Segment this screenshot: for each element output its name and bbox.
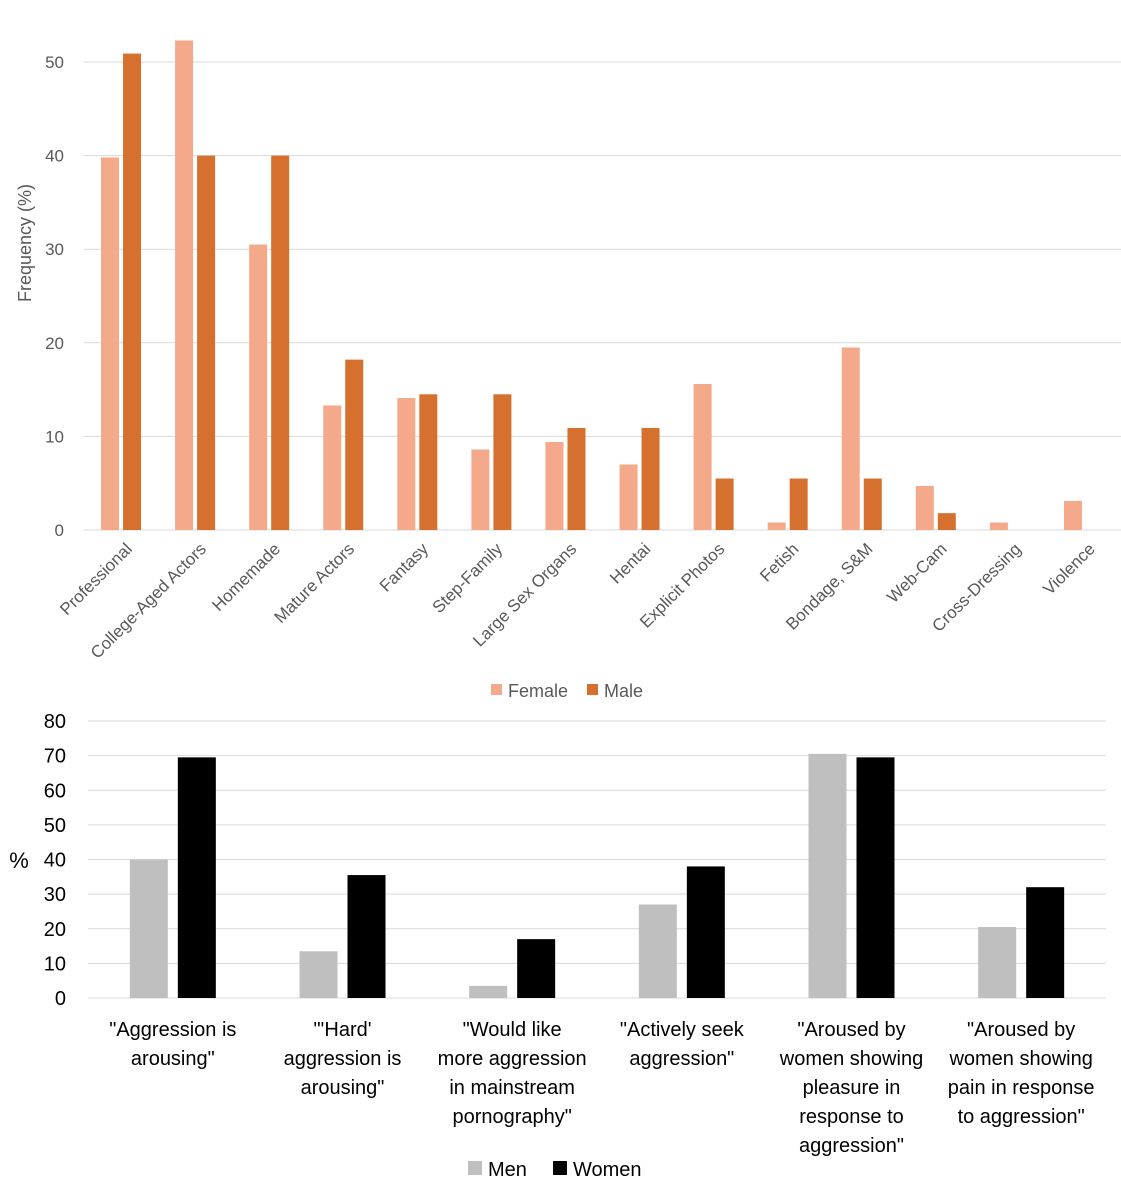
x-category-label: Hentai	[606, 539, 654, 587]
x-category-line: to aggression"	[958, 1106, 1085, 1128]
legend-swatch-women	[553, 1161, 567, 1175]
y-tick-label: 0	[55, 521, 64, 540]
x-category-line: "'Hard'	[313, 1019, 371, 1041]
bar-female-bondage-s-m	[841, 347, 860, 530]
x-category-line: aggression is	[284, 1048, 402, 1070]
x-category-line: arousing"	[131, 1048, 215, 1070]
bar-female-cross-dressing	[989, 522, 1008, 530]
bar-female-large-sex-organs	[545, 442, 564, 530]
bar-male-fantasy	[419, 394, 438, 530]
x-category-label: Professional	[56, 539, 136, 619]
x-category-line: "Actively seek	[620, 1019, 745, 1041]
x-category-line: aggression"	[629, 1048, 734, 1070]
bar-male-explicit-photos	[715, 478, 734, 530]
x-category-label: Step-Family	[429, 539, 507, 617]
bar-female-hentai	[619, 464, 638, 530]
bar-female-violence	[1063, 500, 1082, 530]
x-category-line: response to	[799, 1106, 904, 1128]
bar-male-college-aged-actors	[197, 155, 216, 530]
legend-label-female: Female	[508, 681, 568, 700]
x-category-line: women showing	[779, 1048, 923, 1070]
bar-women-1	[177, 757, 216, 998]
bar-male-bondage-s-m	[863, 478, 882, 530]
x-category-label: "Would like more aggression in mainstream p…	[438, 1019, 587, 1128]
x-category-line: in mainstream	[449, 1077, 575, 1099]
bar-men-2	[299, 951, 338, 998]
bar-male-step-family	[493, 394, 512, 530]
bar-male-fetish	[789, 478, 808, 530]
bar-female-fetish	[767, 522, 786, 530]
bar-women-3	[517, 939, 556, 998]
bar-men-6	[978, 927, 1017, 998]
x-category-label: "Aroused by women showing pain in response…	[948, 1019, 1095, 1128]
y-tick-label: 70	[44, 746, 66, 768]
y-axis-title: Frequency (%)	[15, 184, 35, 302]
x-category-label: Violence	[1039, 539, 1098, 598]
x-category-label: Web-Cam	[883, 539, 950, 606]
x-category-label: Fantasy	[376, 539, 433, 596]
bar-female-step-family	[471, 449, 490, 530]
bar-men-1	[129, 859, 168, 998]
y-tick-label: 20	[44, 919, 66, 941]
legend-swatch-female	[491, 684, 502, 695]
legend-label-men: Men	[488, 1159, 527, 1181]
x-category-label: Fetish	[756, 539, 802, 585]
y-tick-label: 50	[45, 53, 64, 72]
bar-women-6	[1026, 887, 1065, 998]
legend-swatch-men	[468, 1161, 482, 1175]
bar-female-explicit-photos	[693, 383, 712, 530]
bar-women-2	[347, 875, 386, 998]
y-axis-title: %	[9, 848, 29, 873]
y-tick-label: 30	[44, 884, 66, 906]
bar-women-4	[686, 866, 725, 998]
bar-female-web-cam	[915, 486, 934, 530]
x-category-line: aggression"	[799, 1135, 904, 1157]
bar-male-hentai	[641, 427, 660, 530]
bar-male-homemade	[271, 155, 290, 530]
bar-female-fantasy	[397, 398, 416, 530]
bar-men-3	[469, 985, 508, 998]
x-category-line: "Aggression is	[109, 1019, 236, 1041]
y-tick-label: 40	[45, 147, 64, 166]
bar-female-homemade	[249, 244, 268, 530]
bar-men-5	[808, 753, 847, 998]
x-category-label: "Actively seek aggression"	[620, 1019, 745, 1070]
x-category-label: "Aggression is arousing"	[109, 1019, 236, 1070]
x-category-line: pornography"	[452, 1106, 571, 1128]
bar-male-mature-actors	[345, 359, 364, 530]
y-tick-label: 50	[44, 815, 66, 837]
legend-label-male: Male	[604, 681, 643, 700]
legend-swatch-male	[587, 684, 598, 695]
x-category-line: pleasure in	[803, 1077, 901, 1099]
legend-label-women: Women	[573, 1159, 642, 1181]
y-tick-label: 30	[45, 240, 64, 259]
x-category-line: arousing"	[301, 1077, 385, 1099]
bar-men-4	[638, 904, 677, 998]
y-tick-label: 20	[45, 334, 64, 353]
y-tick-label: 80	[44, 711, 66, 733]
bar-male-large-sex-organs	[567, 427, 586, 530]
x-category-line: pain in response	[948, 1077, 1095, 1099]
x-category-label: "Aroused by women showing pleasure in respo…	[779, 1019, 923, 1157]
x-category-label: "'Hard' aggression is arousing"	[284, 1019, 402, 1099]
y-tick-label: 60	[44, 780, 66, 802]
bar-female-mature-actors	[323, 405, 342, 530]
bar-male-professional	[123, 53, 142, 531]
x-category-line: "Would like	[463, 1019, 562, 1041]
x-category-line: women showing	[948, 1048, 1092, 1070]
y-tick-label: 10	[44, 953, 66, 975]
x-category-line: more aggression	[438, 1048, 587, 1070]
y-tick-label: 40	[44, 850, 66, 872]
x-category-line: "Aroused by	[967, 1019, 1075, 1041]
bar-male-web-cam	[937, 513, 956, 530]
x-category-line: "Aroused by	[797, 1019, 905, 1041]
y-tick-label: 0	[55, 988, 66, 1010]
bar-female-professional	[101, 157, 120, 531]
bar-women-5	[856, 757, 895, 998]
y-tick-label: 10	[45, 427, 64, 446]
x-category-label: Homemade	[208, 539, 284, 615]
bar-female-college-aged-actors	[175, 40, 194, 531]
aggression-bar-chart: 0 10 20 30 40 50 60 70 80% "Aggression is arousing…	[9, 711, 1106, 1181]
